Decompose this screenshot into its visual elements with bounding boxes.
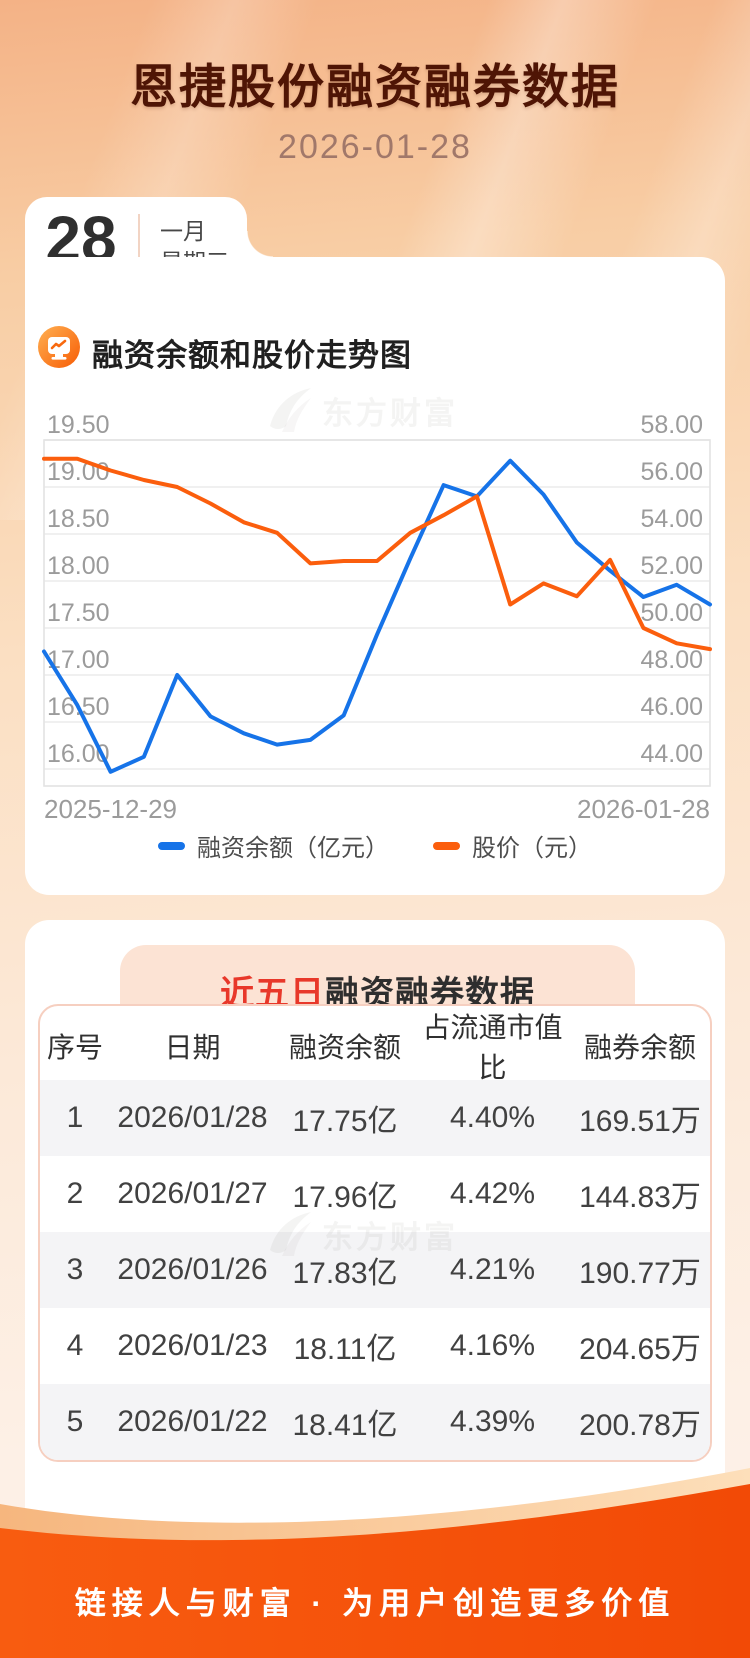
calendar-month: 一月 (160, 218, 206, 244)
table-cell: 2026/01/26 (117, 1253, 268, 1286)
table-cell: 204.65万 (579, 1333, 701, 1366)
table-cell: 1 (66, 1101, 84, 1134)
table-cell: 144.83万 (579, 1181, 701, 1214)
table-cell: 3 (66, 1253, 84, 1286)
table-cell: 序号 (46, 1032, 103, 1063)
table-cell: 2 (66, 1177, 84, 1210)
table-cell: 融资余额 (288, 1032, 401, 1063)
table-cell: 17.96亿 (292, 1181, 398, 1214)
table-cell: 4.21% (449, 1253, 536, 1286)
table-cell: 2026/01/22 (117, 1405, 268, 1438)
table-cell: 4.40% (449, 1101, 536, 1134)
legend-swatch-orange (433, 841, 460, 850)
chart-legend: 融资余额（亿元） 股价（元） (0, 828, 750, 863)
footer-wave (0, 1468, 750, 1658)
legend-item-stock-price: 股价（元） (433, 828, 592, 863)
table-cell: 4.16% (449, 1329, 536, 1362)
table-cell: 2026/01/27 (117, 1177, 268, 1210)
table-cell: 200.78万 (579, 1409, 701, 1442)
table-row: 4 2026/01/23 18.11亿 4.16% 204.65万 (40, 1308, 710, 1384)
table-row: 1 2026/01/28 17.75亿 4.40% 169.51万 (40, 1080, 710, 1156)
table-cell: 190.77万 (579, 1257, 701, 1290)
page-date: 2026-01-28 (278, 128, 472, 166)
chart-section-title: 融资余额和股价走势图 (92, 338, 412, 373)
page-title: 恩捷股份融资融券数据 (130, 60, 620, 113)
table-cell: 169.51万 (579, 1105, 701, 1138)
table-cell: 5 (66, 1405, 84, 1438)
table-header-row: 序号 日期 融资余额 占流通市值比 融券余额 (40, 1006, 710, 1083)
monitor-trend-icon (38, 326, 80, 368)
table-cell: 4 (66, 1329, 84, 1362)
calendar-card-flare (247, 231, 273, 257)
table-cell: 2026/01/28 (117, 1101, 268, 1134)
table-cell: 4.42% (449, 1177, 536, 1210)
table-cell: 17.83亿 (292, 1257, 398, 1290)
legend-swatch-blue (158, 841, 185, 850)
table-cell: 18.11亿 (293, 1333, 397, 1366)
legend-item-financing-balance: 融资余额（亿元） (158, 828, 389, 863)
five-day-data-table: 序号 日期 融资余额 占流通市值比 融券余额 1 2026/01/28 17.75亿 4.40%… (38, 1004, 712, 1462)
table-row: 5 2026/01/22 18.41亿 4.39% 200.78万 (40, 1384, 710, 1460)
calendar-card (25, 197, 247, 259)
table-row: 2 2026/01/27 17.96亿 4.42% 144.83万 (40, 1156, 710, 1232)
table-row: 3 2026/01/26 17.83亿 4.21% 190.77万 (40, 1232, 710, 1308)
table-cell: 18.41亿 (292, 1409, 398, 1442)
table-cell: 融券余额 (583, 1032, 696, 1063)
calendar-divider (138, 214, 140, 262)
table-cell: 日期 (164, 1032, 221, 1063)
table-cell: 2026/01/23 (117, 1329, 268, 1362)
footer-slogan: 链接人与财富 · 为用户创造更多价值 (74, 1586, 676, 1621)
table-cell: 4.39% (449, 1405, 536, 1438)
table-cell: 17.75亿 (292, 1105, 398, 1138)
table-cell: 占流通市值比 (422, 1012, 563, 1083)
